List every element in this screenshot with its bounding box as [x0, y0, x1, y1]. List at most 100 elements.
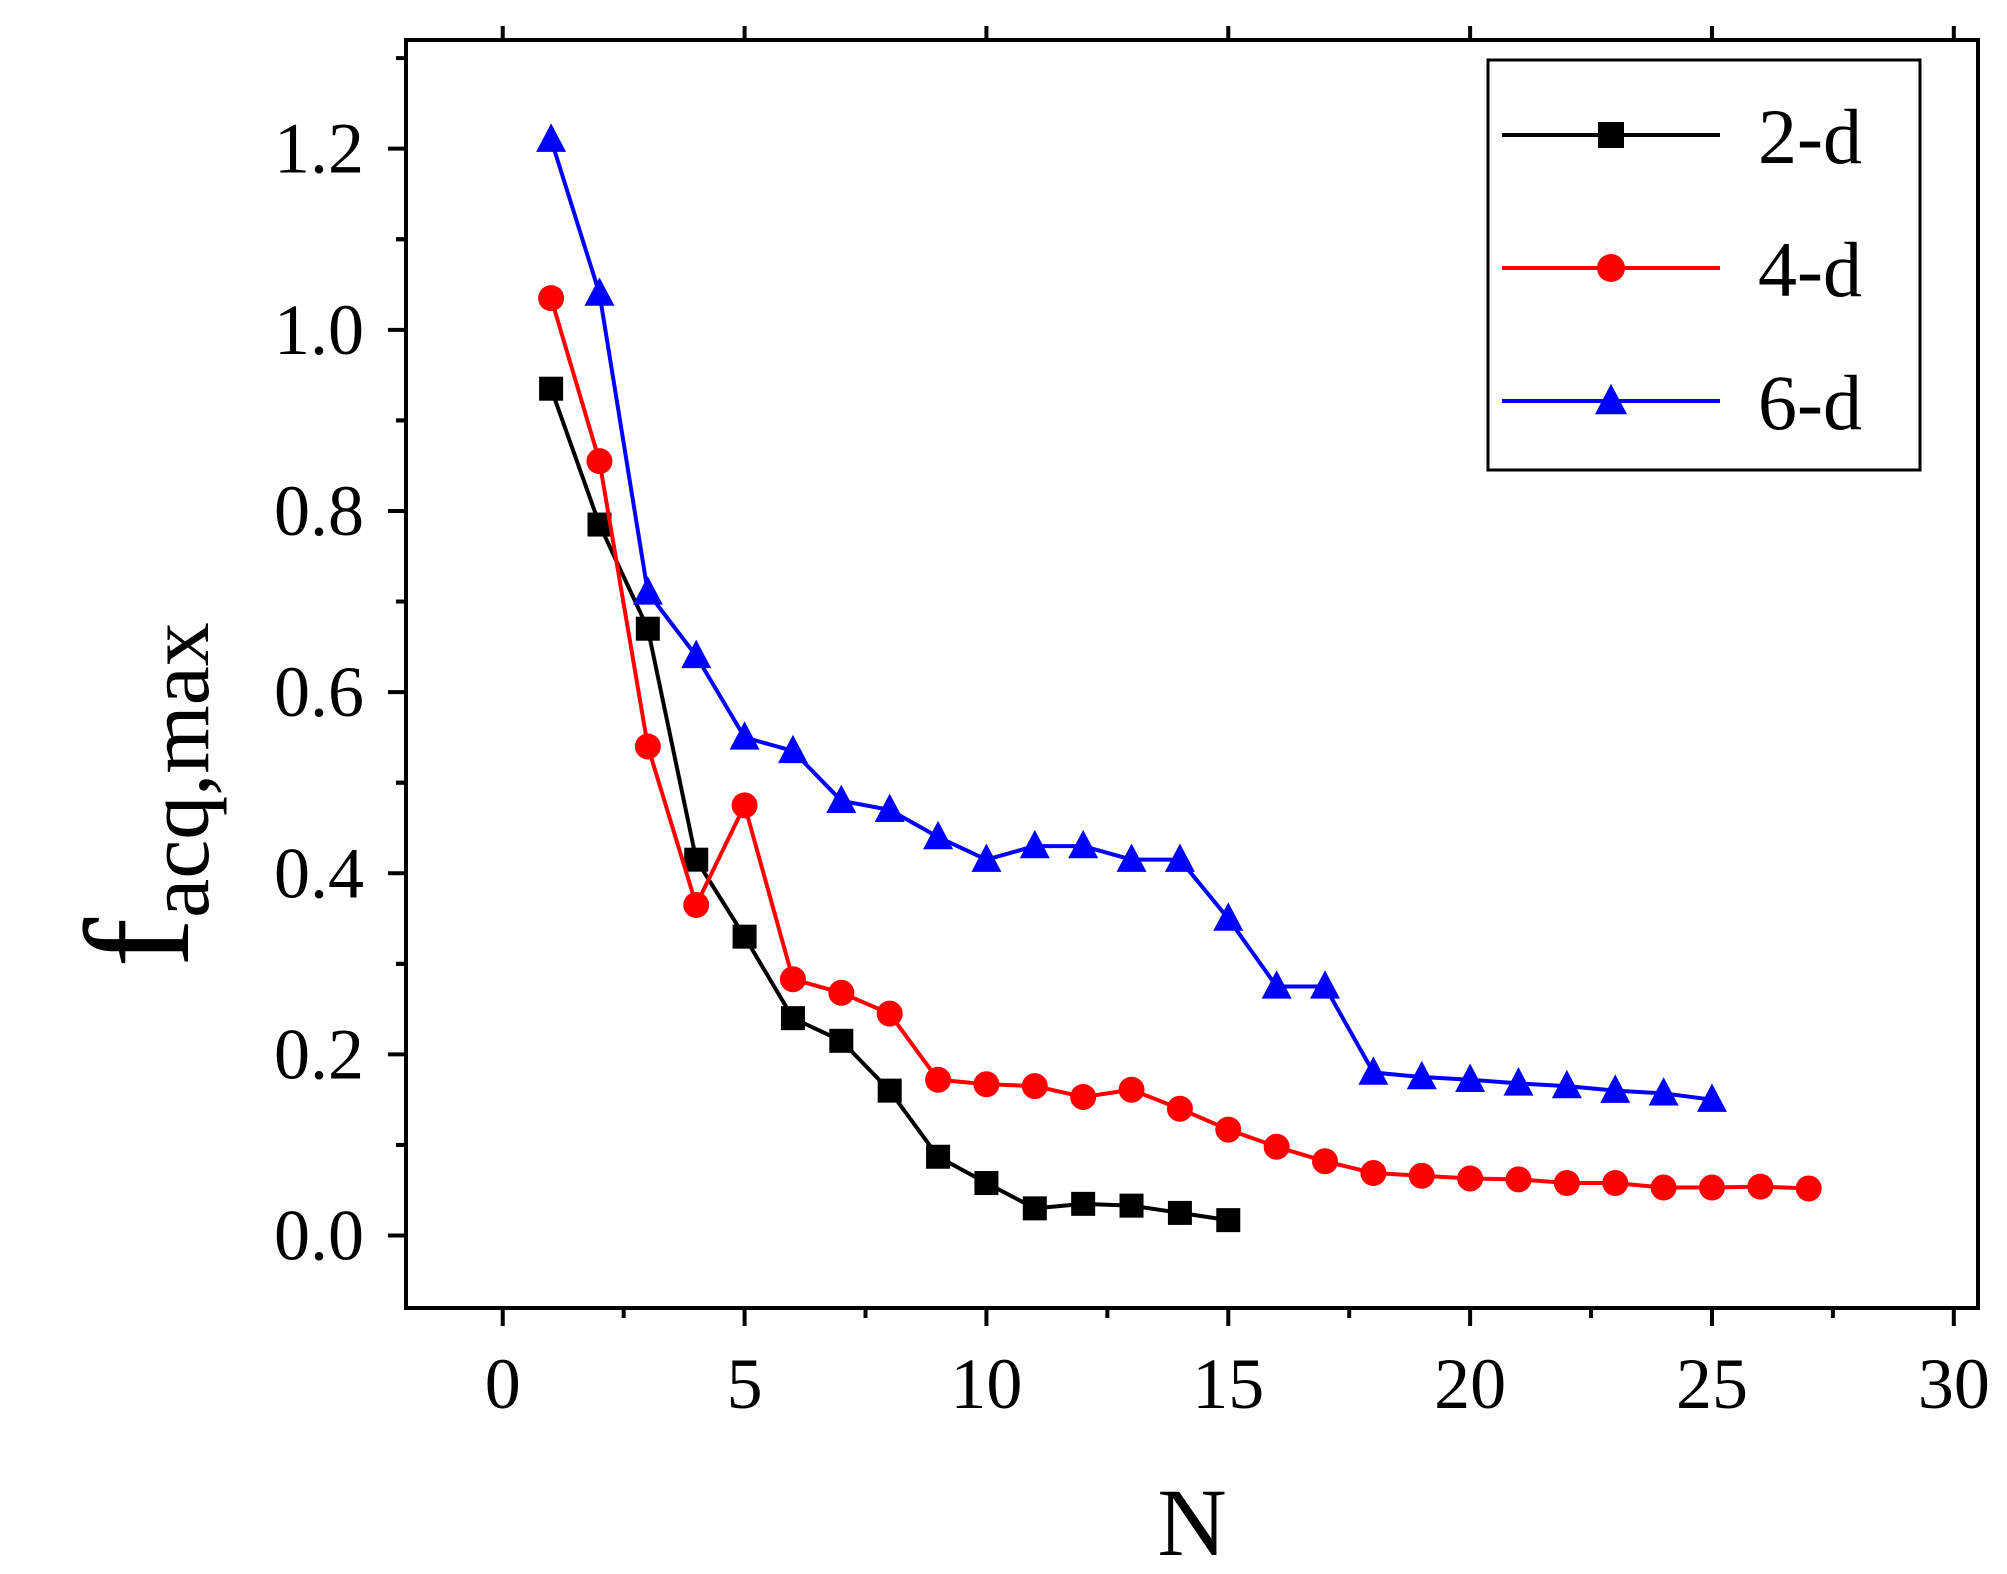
y-axis-title-main: f: [55, 918, 221, 968]
data-point-6-d: [1648, 1077, 1679, 1106]
data-point-4-d: [538, 285, 565, 312]
y-tick-label: 0.8: [274, 471, 364, 551]
data-point-2-d: [877, 1078, 902, 1103]
data-point-6-d: [681, 639, 712, 669]
data-point-4-d: [1698, 1174, 1725, 1201]
data-point-6-d: [1600, 1074, 1631, 1103]
plot-frame: [404, 38, 1980, 1310]
x-tick-label: 20: [1434, 1344, 1506, 1424]
x-axis-title: N: [1157, 1469, 1226, 1574]
y-tick-label: 1.0: [274, 290, 364, 370]
data-point-4-d: [634, 733, 661, 760]
y-tick-label: 1.2: [274, 109, 364, 189]
data-point-4-d: [731, 792, 758, 819]
y-tick-label: 0.0: [274, 1196, 364, 1276]
data-point-2-d: [926, 1144, 951, 1169]
data-point-6-d: [923, 820, 954, 850]
data-point-4-d: [1457, 1165, 1484, 1192]
data-point-2-d: [684, 847, 709, 872]
data-point-4-d: [925, 1066, 952, 1093]
data-point-4-d: [1795, 1175, 1822, 1202]
data-point-2-d: [1022, 1196, 1047, 1221]
data-point-4-d: [1070, 1083, 1097, 1110]
data-point-6-d: [1116, 843, 1147, 872]
y-axis-title: facq,max: [55, 622, 228, 968]
legend-marker: [1595, 383, 1627, 415]
data-point-4-d: [1215, 1116, 1242, 1143]
data-point-6-d: [1213, 902, 1244, 931]
data-point-4-d: [1505, 1166, 1532, 1193]
legend: 2-d 4-d 6-d: [1486, 58, 1922, 472]
data-point-2-d: [1071, 1191, 1096, 1216]
data-point-2-d: [539, 376, 564, 401]
data-point-6-d: [971, 843, 1002, 872]
data-point-4-d: [1747, 1173, 1774, 1200]
data-point-6-d: [1406, 1060, 1437, 1090]
x-tick-label: 10: [950, 1344, 1022, 1424]
data-point-6-d: [1455, 1063, 1486, 1092]
data-point-6-d: [777, 734, 808, 764]
data-point-4-d: [828, 979, 855, 1006]
data-point-2-d: [635, 616, 660, 641]
data-point-4-d: [973, 1071, 1000, 1098]
data-point-6-d: [1164, 843, 1195, 872]
data-point-4-d: [1602, 1170, 1629, 1197]
series-6-d: [536, 123, 1727, 1112]
data-point-4-d: [1553, 1170, 1580, 1197]
legend-item-4-d: 4-d: [1502, 226, 1862, 313]
data-point-4-d: [1021, 1073, 1048, 1100]
data-point-2-d: [1119, 1193, 1144, 1218]
series-group: [536, 123, 1822, 1233]
data-point-4-d: [683, 891, 710, 918]
data-point-6-d: [826, 784, 857, 813]
legend-item-2-d: 2-d: [1502, 93, 1862, 180]
data-point-6-d: [1310, 970, 1341, 999]
data-point-2-d: [1167, 1200, 1192, 1225]
x-tick-label: 5: [727, 1344, 763, 1424]
y-tick-label: 0.4: [274, 833, 364, 913]
data-point-6-d: [1358, 1056, 1389, 1085]
legend-label: 6-d: [1758, 359, 1862, 446]
data-point-2-d: [829, 1028, 854, 1053]
data-point-4-d: [779, 966, 806, 993]
data-point-2-d: [732, 924, 757, 949]
y-axis-title-subscript: acq,max: [131, 622, 228, 918]
data-point-6-d: [1551, 1069, 1582, 1099]
data-point-6-d: [1019, 829, 1050, 859]
legend-label: 4-d: [1758, 226, 1862, 313]
series-2-d: [539, 376, 1241, 1233]
x-tick-label: 30: [1918, 1344, 1990, 1424]
data-point-6-d: [536, 123, 567, 152]
data-point-6-d: [1068, 829, 1099, 859]
data-point-4-d: [1263, 1133, 1290, 1160]
data-point-4-d: [1650, 1174, 1677, 1201]
data-point-6-d: [729, 721, 760, 750]
data-point-4-d: [1118, 1076, 1145, 1103]
data-point-6-d: [1696, 1083, 1727, 1112]
data-point-6-d: [584, 277, 615, 306]
x-tick-label: 15: [1192, 1344, 1264, 1424]
data-point-2-d: [974, 1171, 999, 1196]
legend-label: 2-d: [1758, 93, 1862, 180]
data-point-6-d: [1503, 1067, 1534, 1096]
x-tick-label: 25: [1676, 1344, 1748, 1424]
data-point-2-d: [780, 1006, 805, 1031]
y-tick-label: 0.2: [274, 1014, 364, 1094]
y-tick-label: 0.6: [274, 652, 364, 732]
legend-item-6-d: 6-d: [1502, 359, 1862, 446]
data-point-4-d: [1166, 1095, 1193, 1122]
series-4-d: [538, 285, 1822, 1202]
legend-marker: [1598, 122, 1624, 148]
axes-group: 0 5 10 15 20 25 30 0.0 0.2 0.4 0.6 0.8 1.0 1.2: [274, 26, 1990, 1424]
data-point-4-d: [876, 1000, 903, 1027]
data-point-6-d: [1261, 970, 1292, 999]
data-point-6-d: [874, 793, 905, 823]
x-tick-label: 0: [485, 1344, 521, 1424]
data-point-4-d: [1408, 1162, 1435, 1189]
data-point-2-d: [1216, 1208, 1241, 1233]
legend-marker: [1597, 254, 1625, 282]
data-point-6-d: [632, 576, 663, 605]
data-point-4-d: [1312, 1148, 1339, 1175]
data-point-4-d: [586, 448, 613, 475]
